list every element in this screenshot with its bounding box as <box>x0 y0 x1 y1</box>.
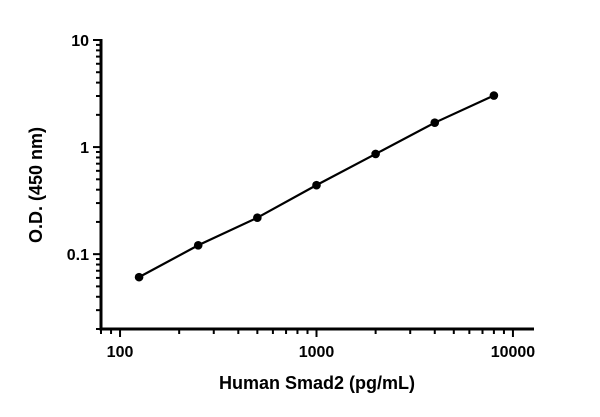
x-tick-label: 1000 <box>299 344 335 361</box>
y-tick-label: 0.1 <box>67 247 89 264</box>
ticks: 100 1000 10000 0.1 1 10 <box>67 33 536 361</box>
data-point <box>193 240 203 250</box>
data-point <box>312 180 321 190</box>
data-point <box>134 272 144 282</box>
data-point <box>253 213 262 223</box>
data-point <box>430 118 440 127</box>
series <box>134 91 499 282</box>
x-tick-label: 10000 <box>491 344 536 361</box>
y-axis-label: O.D. (450 nm) <box>26 127 46 243</box>
data-point <box>371 149 380 159</box>
data-point <box>489 91 499 100</box>
y-tick-label: 1 <box>80 140 89 157</box>
x-tick-label: 100 <box>107 344 134 361</box>
x-axis-label: Human Smad2 (pg/mL) <box>219 373 415 393</box>
y-tick-label: 10 <box>71 33 89 50</box>
